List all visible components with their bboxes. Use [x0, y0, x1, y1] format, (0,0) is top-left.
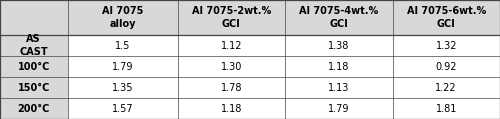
Bar — [0, 98, 68, 119]
Text: 1.12: 1.12 — [220, 41, 242, 51]
Bar — [0, 0, 68, 35]
Text: Al 7075-6wt.%
GCI: Al 7075-6wt.% GCI — [406, 6, 486, 29]
Bar — [0, 77, 68, 98]
Text: Al 7075
alloy: Al 7075 alloy — [102, 6, 143, 29]
Text: 1.18: 1.18 — [220, 104, 242, 114]
Text: 1.35: 1.35 — [112, 83, 133, 93]
Text: Al 7075-2wt.%
GCI: Al 7075-2wt.% GCI — [192, 6, 271, 29]
Bar — [178, 0, 285, 35]
Text: 200°C: 200°C — [18, 104, 50, 114]
Bar — [392, 0, 500, 35]
Text: 150°C: 150°C — [18, 83, 50, 93]
Text: 1.38: 1.38 — [328, 41, 349, 51]
Text: AS
CAST: AS CAST — [20, 34, 48, 57]
Text: 1.18: 1.18 — [328, 62, 349, 72]
Text: 1.30: 1.30 — [220, 62, 242, 72]
Text: 1.81: 1.81 — [436, 104, 457, 114]
Text: Al 7075-4wt.%
GCI: Al 7075-4wt.% GCI — [299, 6, 378, 29]
Text: 1.22: 1.22 — [436, 83, 457, 93]
Text: 1.78: 1.78 — [220, 83, 242, 93]
Text: 1.79: 1.79 — [112, 62, 133, 72]
Bar — [0, 35, 68, 56]
Text: 1.5: 1.5 — [115, 41, 130, 51]
Bar — [285, 0, 393, 35]
Text: 0.92: 0.92 — [436, 62, 457, 72]
Bar — [68, 0, 178, 35]
Bar — [0, 56, 68, 77]
Text: 1.32: 1.32 — [436, 41, 457, 51]
Text: 100°C: 100°C — [18, 62, 50, 72]
Text: 1.57: 1.57 — [112, 104, 134, 114]
Text: 1.79: 1.79 — [328, 104, 349, 114]
Text: 1.13: 1.13 — [328, 83, 349, 93]
